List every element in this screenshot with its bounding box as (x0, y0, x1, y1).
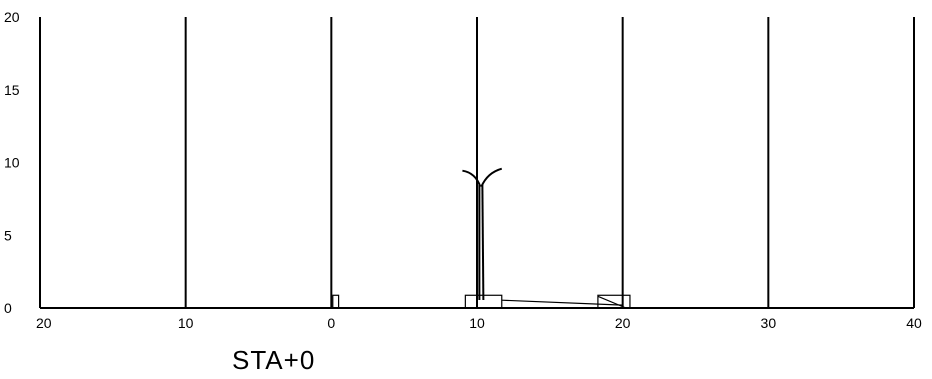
y-tick-label: 15 (4, 82, 20, 98)
curb-left (332, 294, 340, 309)
x-tick-label: 10 (178, 315, 194, 331)
pole-arm-right (480, 167, 503, 188)
slope-line (501, 299, 623, 306)
x-tick-label: 0 (327, 315, 335, 331)
y-tick-label: 10 (4, 155, 20, 171)
x-tick-label: 20 (36, 315, 52, 331)
x-tick-label: 20 (615, 315, 631, 331)
y-tick-label: 5 (4, 227, 12, 243)
grid-lines (184, 17, 915, 308)
pole-shaft (481, 184, 485, 301)
x-tick-label: 40 (906, 315, 922, 331)
section-features (332, 167, 631, 309)
station-label: STA+0 (232, 345, 315, 375)
y-tick-labels: 0 5 10 15 20 (4, 9, 20, 316)
x-tick-label: 30 (761, 315, 777, 331)
curb-right (597, 294, 631, 309)
x-tick-label: 10 (469, 315, 485, 331)
light-pole (462, 167, 503, 301)
x-tick-labels: 20 10 0 10 20 30 40 (36, 315, 922, 331)
y-tick-label: 0 (4, 300, 12, 316)
curb-slope (597, 295, 627, 309)
y-tick-label: 20 (4, 9, 20, 25)
pole-arm-left (462, 169, 482, 188)
